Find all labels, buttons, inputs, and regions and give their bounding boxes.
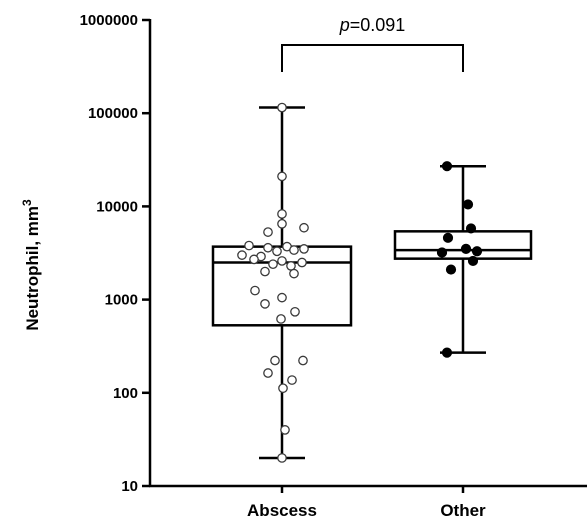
y-axis-title: Neutrophil, mm3 <box>20 199 42 331</box>
y-tick-label-10: 10 <box>121 478 138 495</box>
abscess-point <box>276 314 286 324</box>
abscess-point <box>277 256 287 266</box>
y-tick-label-100000: 100000 <box>88 105 138 122</box>
other-point <box>441 161 453 172</box>
abscess-point <box>289 268 299 279</box>
abscess-point <box>244 240 254 251</box>
x-tick-label-abscess: Abscess <box>247 501 317 520</box>
abscess-point <box>277 171 287 182</box>
significance-bracket <box>281 44 464 72</box>
abscess-point <box>270 355 280 366</box>
other-box <box>393 230 533 260</box>
y-tick-label-100: 100 <box>113 385 138 402</box>
abscess-point <box>263 242 273 253</box>
abscess-point <box>277 102 287 113</box>
y-axis-title-superscript: 3 <box>20 199 34 206</box>
abscess-point <box>278 383 288 394</box>
y-axis: 10 100 1000 10000 100000 1000000 <box>80 12 152 495</box>
x-tick-label-other: Other <box>440 501 486 520</box>
other-point <box>436 247 448 258</box>
abscess-point <box>260 266 270 277</box>
other-point <box>441 347 453 358</box>
abscess-point <box>290 306 300 317</box>
other-point <box>442 232 454 243</box>
p-letter: p <box>339 15 350 35</box>
abscess-point <box>289 245 299 255</box>
other-point <box>465 223 477 234</box>
abscess-point <box>287 375 297 385</box>
y-tick-label-1000000: 1000000 <box>80 12 138 29</box>
abscess-point <box>299 244 309 254</box>
abscess-point <box>249 254 259 265</box>
abscess-point <box>268 259 278 270</box>
x-axis: Abscess Other <box>149 484 587 520</box>
abscess-point <box>298 355 308 366</box>
significance-annotation: p=0.091 <box>281 15 464 72</box>
abscess-point <box>297 257 307 268</box>
data-points <box>237 102 483 463</box>
abscess-point <box>272 246 282 257</box>
y-axis-title-text: Neutrophil, mm <box>23 206 42 331</box>
other-point <box>460 243 472 254</box>
abscess-point <box>277 292 287 303</box>
other-point <box>462 199 474 210</box>
p-value-label: p=0.091 <box>339 15 406 35</box>
p-value: =0.091 <box>350 15 406 35</box>
y-tick-label-10000: 10000 <box>96 198 138 215</box>
abscess-point <box>280 425 290 435</box>
abscess-point <box>277 209 287 219</box>
other-point <box>467 255 479 267</box>
abscess-box <box>211 245 353 327</box>
abscess-point <box>299 222 309 233</box>
abscess-point <box>263 227 273 237</box>
abscess-point <box>277 218 287 229</box>
y-tick-label-1000: 1000 <box>105 292 138 309</box>
abscess-point <box>263 368 273 378</box>
abscess-point <box>237 250 247 260</box>
abscess-point <box>277 453 287 463</box>
abscess-point <box>260 299 270 309</box>
other-point <box>471 246 483 257</box>
other-point <box>445 264 457 275</box>
box-plots <box>211 106 533 460</box>
abscess-point <box>250 285 260 296</box>
